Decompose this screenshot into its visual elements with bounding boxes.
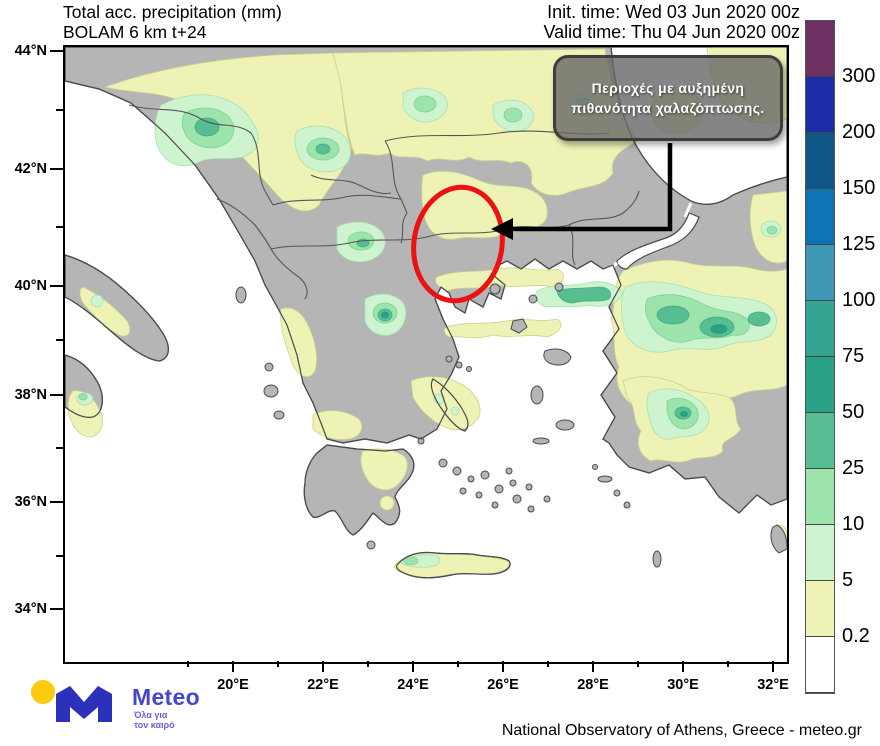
colorbar-tick-label: 125 [842,233,876,255]
lon-tick-major [232,661,234,672]
lon-tick-major [322,661,324,672]
colorbar-tick-label: 10 [842,513,865,535]
colorbar-tick-label: 200 [842,121,876,143]
attribution-text: National Observatory of Athens, Greece -… [501,722,862,739]
logo-text: Meteo [132,684,200,710]
logo-m-icon [56,686,112,722]
annotation-line1: Περιοχές με αυξημένη [591,80,745,96]
logo-tagline: Όλα για τον καιρό [134,710,175,730]
colorbar-tick-label: 150 [842,177,876,199]
colorbar-tick-label: 25 [842,457,865,479]
lon-tick-major [502,661,504,672]
islands-group [235,282,787,568]
hail-annotation-box: Περιοχές με αυξημένη πιθανότητα χαλαζόπτ… [553,55,783,141]
colorbar-segment [806,637,834,693]
lon-label: 20°E [217,677,249,693]
lon-label: 28°E [577,677,609,693]
colorbar-segment [806,189,834,245]
colorbar-segment [806,301,834,357]
lon-tick-major [682,661,684,672]
lon-tick-minor [457,661,459,667]
colorbar-tick-label: 75 [842,345,865,367]
colorbar-segment [806,469,834,525]
colorbar-tick-label: 50 [842,401,865,423]
colorbar-segment [806,133,834,189]
lon-tick-major [592,661,594,672]
meteo-logo: Meteo Όλα για τον καιρό [28,678,258,744]
logo-tagline-line2: τον καιρό [134,720,175,730]
lon-label: 22°E [307,677,339,693]
lat-label: 34°N [14,601,47,617]
title-line1: Total acc. precipitation (mm) [63,2,282,22]
lat-label: 36°N [14,494,47,510]
title-line2: BOLAM 6 km t+24 [63,21,207,42]
lat-tick-major [50,394,63,396]
lat-tick-major [50,285,63,287]
lat-label: 38°N [14,387,47,403]
lat-tick-major [50,501,63,503]
annotation-line2: πιθανότητα χαλαζόπτωσης. [571,100,765,116]
meteo-logo-mark [31,680,112,722]
lat-tick-major [50,50,63,52]
lon-tick-minor [637,661,639,667]
hail-risk-ellipse [411,184,505,304]
colorbar-tick-label: 300 [842,65,876,87]
lon-tick-major [772,661,774,672]
colorbar [805,20,835,694]
lat-tick-major [50,608,63,610]
lat-tick-minor [56,339,63,341]
lat-tick-minor [56,447,63,449]
annotation-arrow [491,143,673,240]
run-times: Init. time: Wed 03 Jun 2020 00z Valid ti… [543,2,801,42]
colorbar-segment [806,525,834,581]
colorbar-segment [806,357,834,413]
lon-tick-minor [547,661,549,667]
lat-tick-minor [56,555,63,557]
colorbar-segment [806,77,834,133]
lon-tick-minor [187,661,189,667]
map-svg [65,47,787,662]
valid-time: Valid time: Thu 04 Jun 2020 00z [543,21,801,42]
colorbar-tick-label: 0.2 [842,625,870,647]
lon-tick-minor [277,661,279,667]
dardanelles-strait [603,261,619,275]
lon-tick-major [412,661,414,672]
lat-label: 40°N [14,278,47,294]
lat-tick-minor [56,226,63,228]
map-frame [63,45,789,664]
lon-tick-minor [367,661,369,667]
colorbar-segment [806,21,834,77]
colorbar-segment [806,581,834,637]
lat-tick-minor [56,109,63,111]
lat-tick-major [50,168,63,170]
lat-label: 44°N [14,43,47,59]
colorbar-segment [806,245,834,301]
init-time: Init. time: Wed 03 Jun 2020 00z [547,2,800,22]
lon-label: 26°E [487,677,519,693]
page-title: Total acc. precipitation (mm) BOLAM 6 km… [63,2,282,42]
logo-sun-icon [31,680,55,704]
colorbar-tick-label: 5 [842,569,854,591]
lon-tick-minor [727,661,729,667]
colorbar-tick-label: 100 [842,289,876,311]
lon-label: 32°E [757,677,789,693]
lon-label: 24°E [397,677,429,693]
colorbar-segment [806,413,834,469]
lon-label: 30°E [667,677,699,693]
logo-tagline-line1: Όλα για [134,710,168,720]
bosphorus-strait [683,202,693,218]
lat-label: 42°N [14,161,47,177]
arrow-head [491,218,513,240]
